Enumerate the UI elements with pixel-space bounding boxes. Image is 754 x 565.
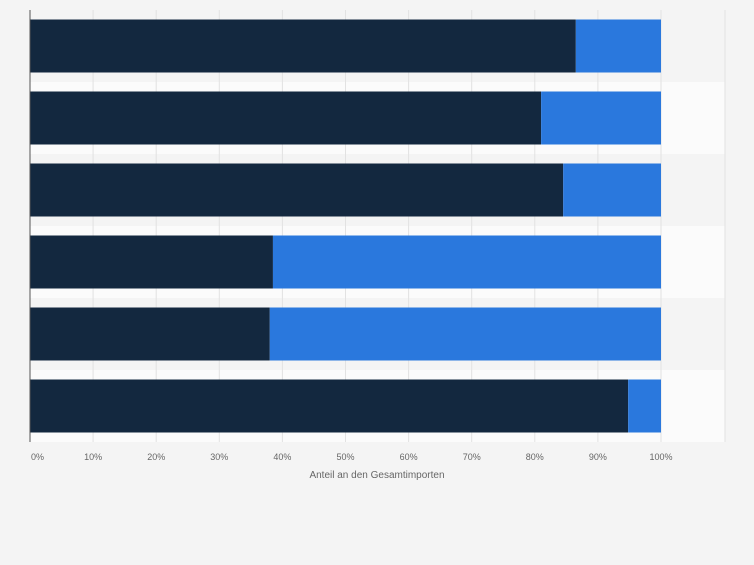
bar-segment-series-1 (30, 163, 564, 217)
x-axis-label: Anteil an den Gesamtimporten (309, 470, 444, 481)
bar-segment-series-2 (269, 307, 661, 361)
x-tick-label: 0% (31, 452, 44, 462)
bar-segment-series-1 (30, 307, 270, 361)
x-tick-label: 70% (463, 452, 481, 462)
x-tick-label: 80% (526, 452, 544, 462)
x-tick-label: 40% (273, 452, 291, 462)
x-tick-label: 60% (400, 452, 418, 462)
bar-segment-series-2 (628, 379, 661, 433)
x-tick-label: 90% (589, 452, 607, 462)
bar-segment-series-2 (563, 163, 661, 217)
x-tick-label: 50% (336, 452, 354, 462)
x-tick-label: 100% (649, 452, 672, 462)
x-tick-label: 30% (210, 452, 228, 462)
bar-segment-series-2 (272, 235, 661, 289)
bar-segment-series-2 (541, 91, 661, 145)
bar-segment-series-2 (575, 19, 661, 73)
x-axis: 0% 10% 20% 30% 40% 50% 60% 70% 80% 90% 100% (29, 10, 673, 462)
x-tick-label: 20% (147, 452, 165, 462)
x-tick-label: 10% (84, 452, 102, 462)
bar-segment-series-1 (30, 91, 542, 145)
bar-segment-series-1 (30, 235, 273, 289)
bars (30, 19, 661, 433)
bar-segment-series-1 (30, 19, 576, 73)
bar-segment-series-1 (30, 379, 629, 433)
row-bands (30, 10, 725, 442)
